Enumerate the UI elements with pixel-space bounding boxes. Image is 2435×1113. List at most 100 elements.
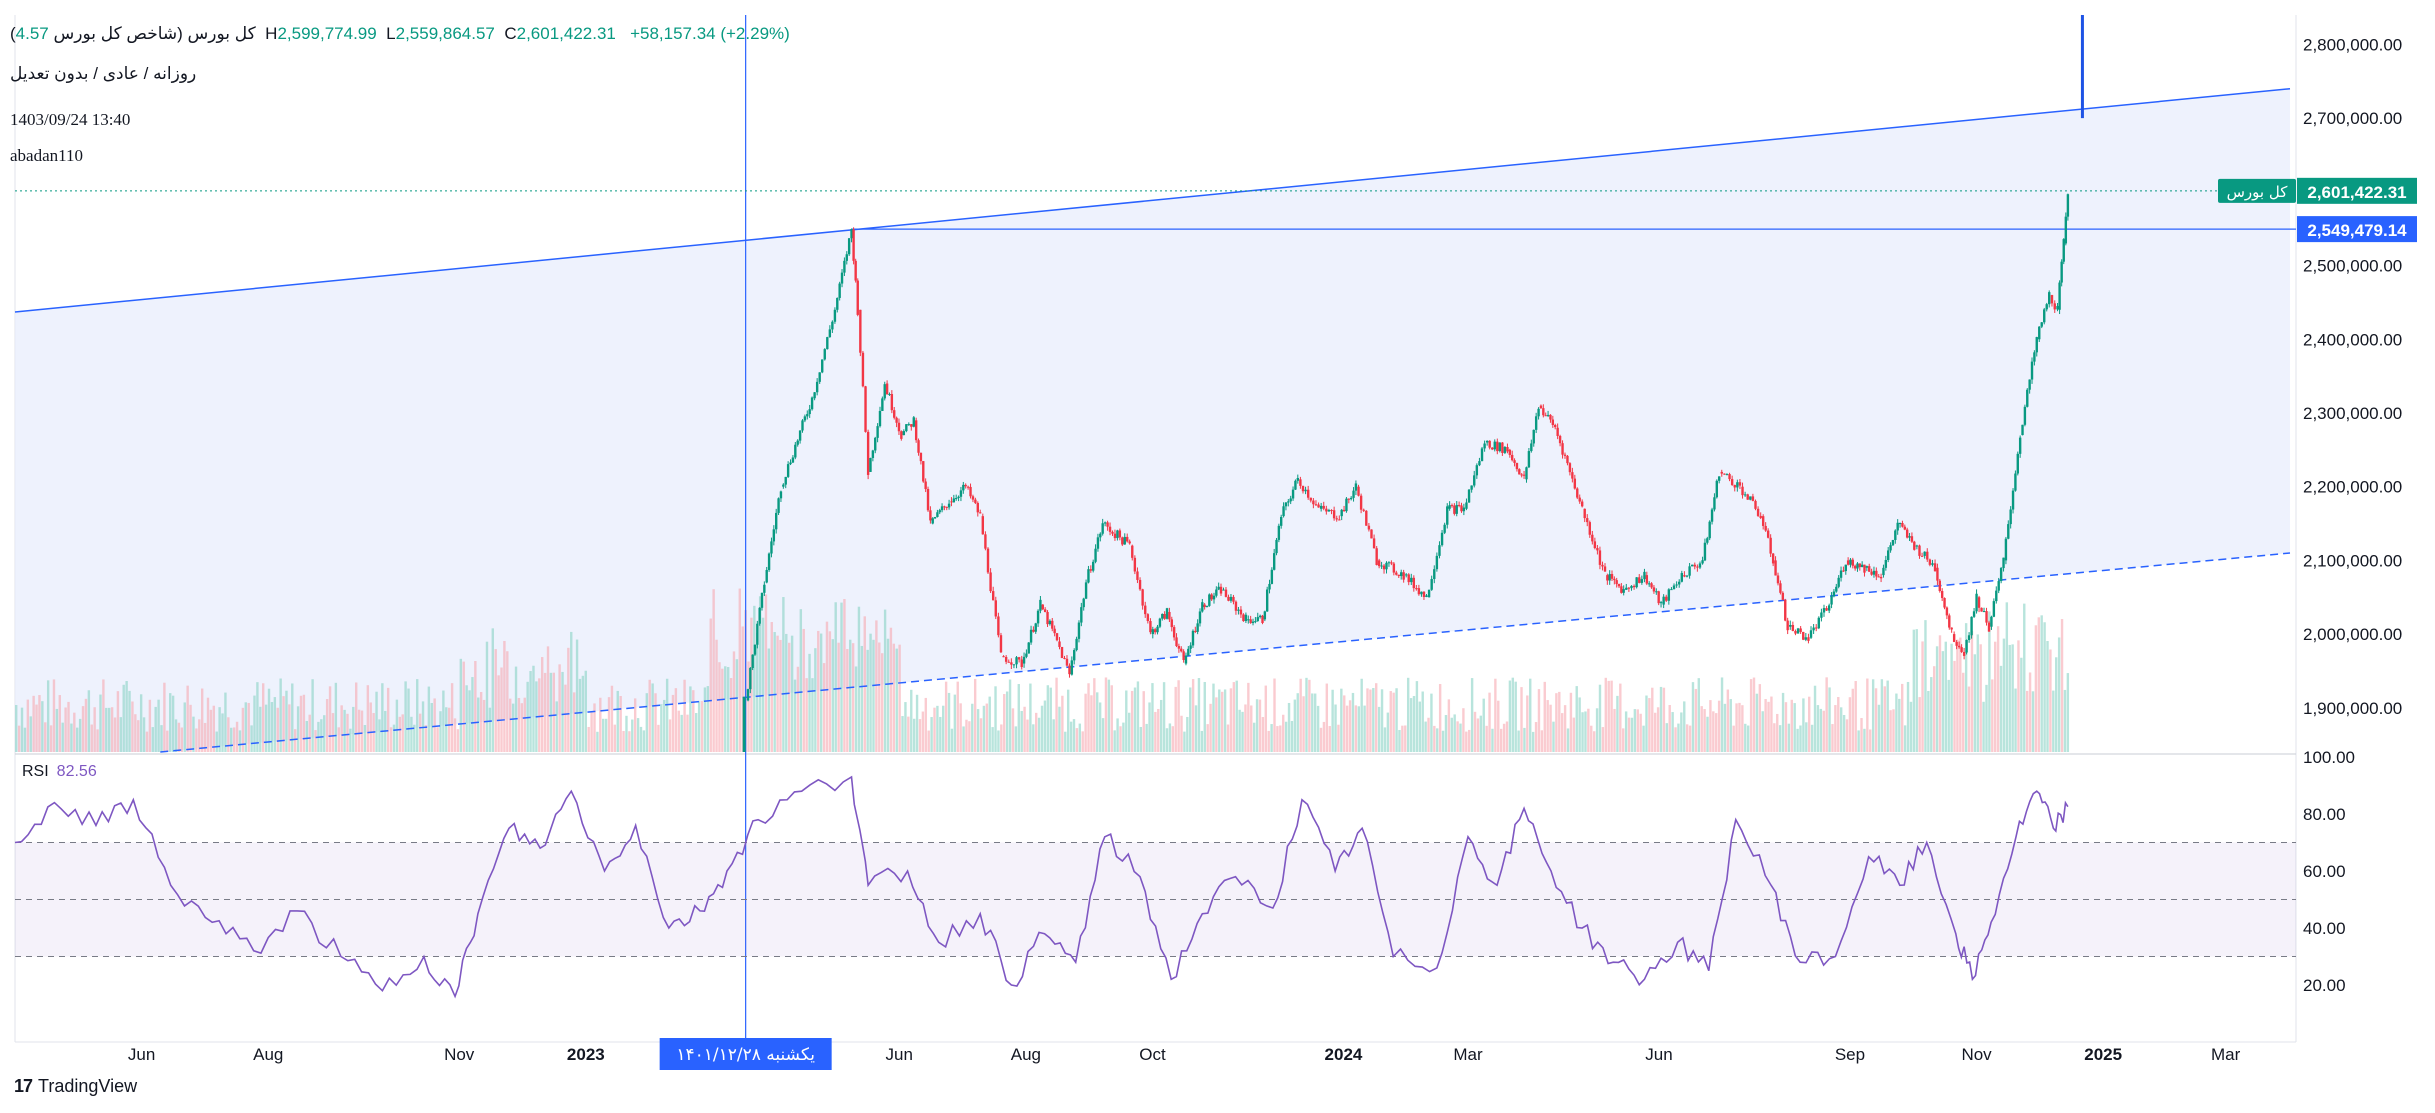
candle-body — [2043, 309, 2046, 323]
volume-bar — [1906, 681, 1910, 752]
time-tick-label: Nov — [444, 1045, 475, 1064]
volume-bar — [538, 678, 541, 752]
candle-body — [1630, 585, 1633, 589]
candle-body — [1370, 529, 1373, 539]
volume-bar — [1549, 704, 1552, 752]
volume-bar — [1653, 712, 1657, 752]
candle-body — [2023, 406, 2027, 425]
candle-body — [1860, 564, 1864, 568]
volume-bar — [540, 657, 544, 752]
candle-body — [1175, 637, 1178, 647]
candle-body — [1077, 622, 1081, 639]
volume-bar — [410, 716, 413, 752]
volume-bar — [625, 715, 628, 752]
candle-body — [924, 481, 927, 490]
volume-bar — [933, 707, 936, 752]
tradingview-brand[interactable]: 17 TradingView — [14, 1076, 137, 1097]
volume-bar — [323, 715, 326, 752]
volume-bar — [1845, 719, 1849, 752]
candle-body — [940, 506, 944, 511]
volume-bar — [1746, 725, 1750, 752]
volume-bar — [1604, 677, 1607, 752]
candle-body — [1149, 621, 1152, 633]
candle-body — [765, 569, 768, 583]
rsi-legend[interactable]: RSI 82.56 — [22, 763, 97, 781]
candle-body — [997, 616, 1000, 636]
volume-bar — [1790, 699, 1793, 752]
candle-body — [798, 430, 802, 441]
candle-body — [1046, 612, 1049, 625]
volume-bar — [1813, 685, 1817, 752]
volume-bar — [44, 722, 47, 752]
candle-body — [1133, 557, 1137, 572]
candle-body — [1571, 472, 1574, 479]
symbol-name[interactable]: (کل بورس (شاخص کل بورس — [10, 24, 256, 43]
volume-bar — [1773, 723, 1776, 752]
candle-body — [1889, 545, 1892, 551]
volume-bar — [1322, 721, 1326, 752]
volume-bar — [180, 727, 184, 752]
upper-trend-line[interactable] — [14, 87, 2291, 313]
candle-body — [1322, 505, 1325, 509]
candle-body — [1558, 435, 1562, 444]
volume-bar — [1700, 706, 1703, 752]
candle-body — [1289, 498, 1292, 502]
candle-body — [1615, 580, 1618, 585]
volume-bar — [407, 688, 410, 752]
volume-bar — [230, 727, 233, 752]
trend-drawings[interactable] — [14, 15, 2296, 1042]
candle-body — [1118, 530, 1122, 538]
candle-body — [1330, 509, 1333, 511]
volume-bar — [209, 709, 213, 752]
candle-body — [1975, 593, 1978, 612]
candle-body — [1116, 530, 1119, 539]
volume-bar — [1741, 705, 1744, 752]
line-tag-bg — [2297, 216, 2417, 243]
volume-bar — [459, 658, 463, 752]
candle-body — [1187, 648, 1190, 656]
volume-bar — [1871, 679, 1875, 752]
candle-body — [922, 461, 925, 482]
volume-bar — [1247, 682, 1250, 752]
volume-bar — [1857, 730, 1860, 752]
candle-body — [1412, 577, 1416, 589]
volume-bar — [1587, 708, 1590, 752]
candle-body — [1189, 645, 1192, 649]
candle-body — [986, 548, 990, 573]
volume-bar — [1712, 711, 1715, 752]
volume-bar — [532, 665, 535, 752]
volume-bar — [1531, 731, 1535, 752]
rsi-pane — [14, 775, 2296, 999]
volume-bar — [1194, 705, 1198, 752]
candle-body — [1427, 589, 1431, 598]
volume-bar — [2043, 622, 2046, 752]
volume-bar — [825, 621, 829, 752]
lower-trend-line[interactable] — [160, 552, 2291, 753]
volume-bar — [87, 690, 91, 752]
volume-bar — [889, 627, 893, 752]
candle-body — [1194, 630, 1197, 632]
volume-bar — [308, 714, 311, 752]
volume-bar — [1526, 695, 1529, 752]
volume-bar — [1244, 704, 1247, 752]
candle-body — [1317, 504, 1320, 508]
volume-bar — [1665, 723, 1669, 752]
volume-bar — [1555, 693, 1558, 752]
volume-bar — [514, 666, 518, 752]
volume-bar — [116, 691, 120, 752]
candle-body — [1385, 562, 1388, 570]
volume-bar — [1290, 720, 1294, 752]
volume-bar — [250, 725, 253, 752]
volume-bar — [20, 707, 24, 752]
rsi-line — [14, 775, 2069, 999]
volume-bar — [1668, 705, 1671, 752]
volume-bar — [1302, 696, 1305, 752]
candle-body — [786, 464, 790, 477]
time-tick-label: 2023 — [567, 1045, 605, 1064]
candle-body — [971, 496, 975, 500]
candle-body — [1002, 656, 1005, 658]
candle-body — [1992, 601, 1996, 617]
volume-bar — [1325, 683, 1329, 752]
candle-body — [2021, 424, 2024, 436]
